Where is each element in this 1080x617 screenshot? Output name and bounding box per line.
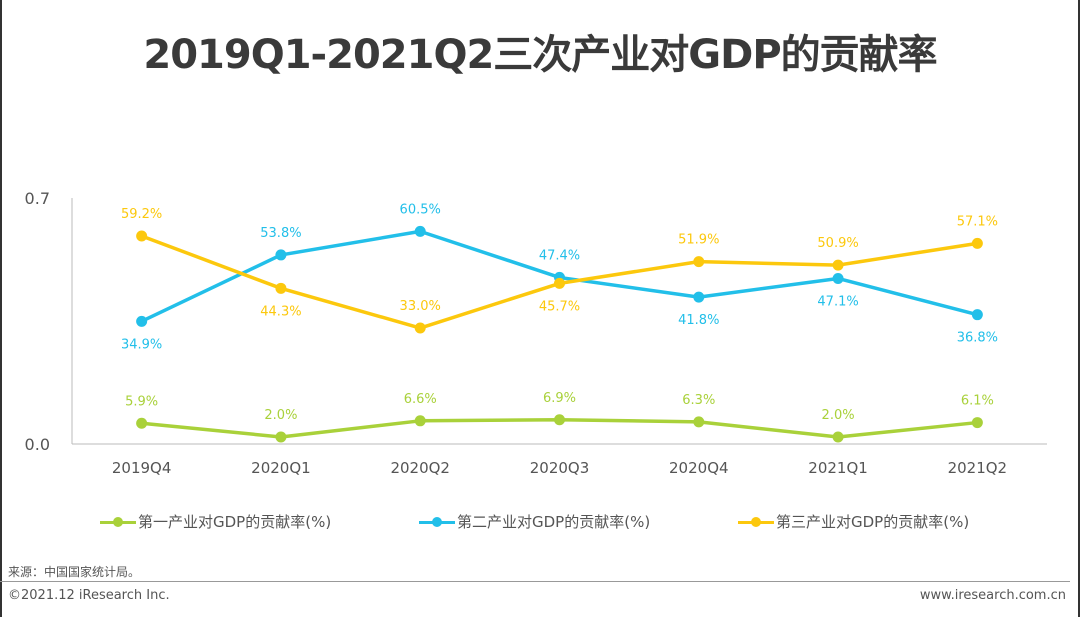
data-point [275,431,287,443]
data-label: 2.0% [822,408,855,423]
legend: 第一产业对GDP的贡献率(%) 第二产业对GDP的贡献率(%) 第三产业对GDP的贡… [0,511,1080,533]
data-label: 41.8% [678,313,719,328]
data-point [275,282,287,294]
website-link[interactable]: www.iresearch.com.cn [919,588,1066,603]
legend-line-marker-icon [738,515,774,529]
legend-line-marker-icon [419,515,455,529]
data-point [136,417,148,429]
source-note: 来源：中国国家统计局。 [8,565,141,579]
x-tick-label: 2021Q1 [808,459,868,477]
data-point [136,315,148,327]
data-label: 2.0% [264,408,297,423]
data-point [832,431,844,443]
footer-divider [0,581,1070,582]
x-tick-label: 2021Q2 [948,459,1008,477]
data-label: 57.1% [957,214,998,229]
data-point [693,256,705,268]
data-point [693,416,705,428]
y-tick-label: 0.0 [25,435,50,454]
legend-item-2: 第二产业对GDP的贡献率(%) [419,511,650,532]
data-point [971,309,983,321]
x-tick-label: 2019Q4 [112,459,172,477]
legend-line-marker-icon [100,515,136,529]
y-tick-labels: 0.0 0.7 [25,189,50,454]
legend-label: 第三产业对GDP的贡献率(%) [776,513,970,531]
data-label: 60.5% [400,202,441,217]
x-tick-label: 2020Q2 [390,459,450,477]
data-label: 45.7% [539,299,580,314]
x-tick-labels: 2019Q4 2020Q1 2020Q2 2020Q3 2020Q4 2021Q1 2021… [112,459,1007,477]
copyright-text: ©2021.12 iResearch Inc. [8,588,170,603]
frame-left-border [0,0,2,617]
data-label: 44.3% [260,304,301,319]
data-label: 47.1% [817,294,858,309]
data-point [414,322,426,334]
data-label: 53.8% [260,226,301,241]
data-label: 59.2% [121,207,162,222]
data-labels-layer: 5.9% 2.0% 6.6% 6.9% 6.3% 2.0% 6.1% 34.9% 53.8% 60… [121,202,998,423]
legend-item-1: 第一产业对GDP的贡献率(%) [100,511,331,532]
data-label: 6.6% [404,392,437,407]
legend-item-3: 第三产业对GDP的贡献率(%) [738,511,969,532]
x-tick-label: 2020Q3 [530,459,590,477]
legend-label: 第二产业对GDP的贡献率(%) [457,513,651,531]
data-point [971,237,983,249]
data-label: 6.9% [543,391,576,406]
data-point [832,272,844,284]
data-label: 36.8% [957,331,998,346]
x-tick-label: 2020Q1 [251,459,311,477]
data-point [554,414,565,426]
data-point [414,415,426,427]
data-point [554,277,565,289]
data-label: 47.4% [539,248,580,263]
data-point [136,230,148,242]
data-label: 6.3% [682,393,715,408]
x-tick-label: 2020Q4 [669,459,729,477]
data-point [971,417,983,429]
data-point [414,225,426,237]
series-layer [136,225,983,443]
chart-title: 2019Q1-2021Q2三次产业对GDP的贡献率 [143,32,937,78]
data-point [832,259,844,271]
legend-label: 第一产业对GDP的贡献率(%) [138,513,332,531]
frame-right-border [1078,0,1080,617]
data-label: 51.9% [678,233,719,248]
data-label: 6.1% [961,394,994,409]
data-point [693,291,705,303]
data-label: 5.9% [125,394,158,409]
data-label: 34.9% [121,337,162,352]
data-label: 33.0% [400,299,441,314]
y-tick-label: 0.7 [25,189,50,208]
data-label: 50.9% [817,236,858,251]
data-point [275,249,287,261]
